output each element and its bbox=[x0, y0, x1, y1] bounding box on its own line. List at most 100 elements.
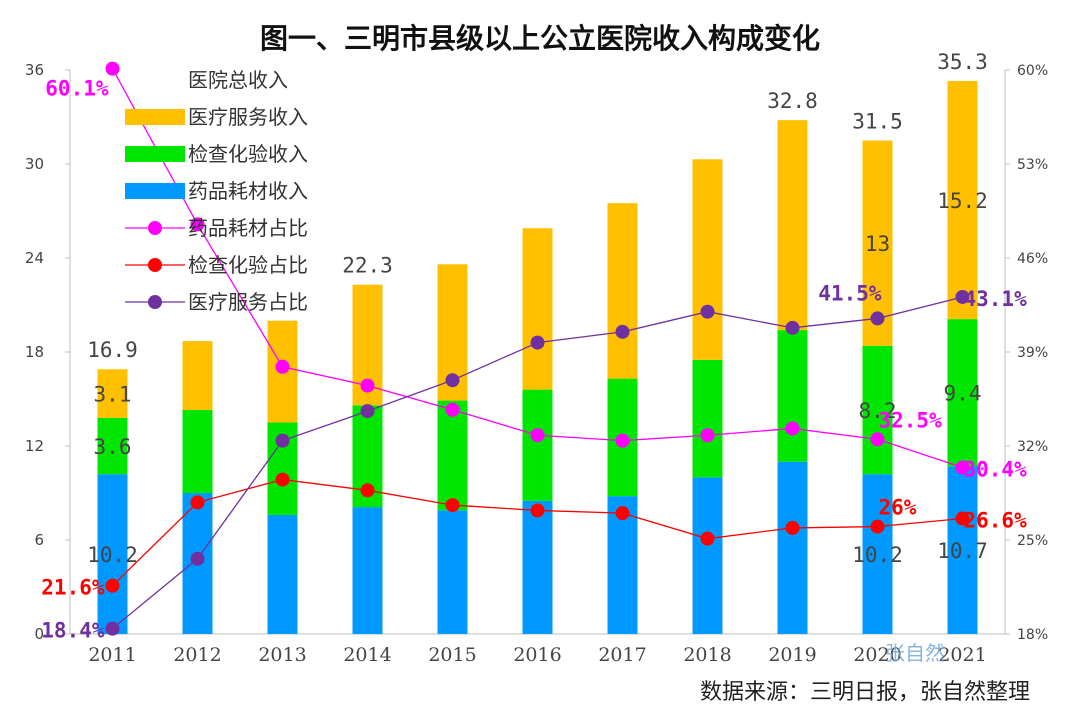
bar-segment bbox=[182, 341, 213, 410]
bar-segment bbox=[607, 203, 638, 379]
line-value-label: 60.1% bbox=[45, 77, 109, 101]
line-marker bbox=[275, 472, 290, 487]
line-marker bbox=[955, 460, 970, 475]
bar-segment bbox=[267, 514, 298, 634]
bar-value-label: 32.8 bbox=[767, 89, 818, 113]
y-tick-label-right: 18% bbox=[1017, 627, 1048, 643]
line-marker bbox=[955, 511, 970, 526]
x-tick-label: 2016 bbox=[513, 644, 561, 666]
bar-segment bbox=[352, 507, 383, 634]
line-marker bbox=[105, 61, 120, 76]
bar-segment bbox=[862, 474, 893, 634]
line-marker bbox=[785, 421, 800, 436]
x-tick-label: 2015 bbox=[428, 644, 476, 666]
line-marker bbox=[530, 503, 545, 518]
line-marker bbox=[105, 578, 120, 593]
legend-marker bbox=[148, 258, 162, 272]
bar-segment bbox=[947, 319, 978, 467]
bar-segment bbox=[97, 474, 128, 634]
y-tick-label-left: 24 bbox=[25, 249, 44, 267]
line-marker bbox=[190, 495, 205, 510]
line-marker bbox=[615, 506, 630, 521]
x-tick-label: 2017 bbox=[598, 644, 646, 666]
y-tick-label-right: 53% bbox=[1017, 157, 1048, 173]
bar-value-label: 22.3 bbox=[342, 254, 393, 278]
x-tick-label: 2014 bbox=[343, 644, 391, 666]
bar-segment bbox=[777, 461, 808, 634]
y-tick-label-right: 60% bbox=[1017, 63, 1048, 79]
bar-value-label: 3.1 bbox=[94, 383, 132, 407]
line-marker bbox=[615, 433, 630, 448]
line-marker bbox=[615, 324, 630, 339]
bar-segment bbox=[522, 500, 553, 634]
bar-segment bbox=[437, 400, 468, 511]
line-marker bbox=[360, 378, 375, 393]
line-marker bbox=[445, 498, 460, 513]
bar-value-label: 13 bbox=[865, 232, 890, 256]
y-tick-label-right: 46% bbox=[1017, 251, 1048, 267]
line-marker bbox=[190, 551, 205, 566]
x-tick-label: 2011 bbox=[88, 644, 136, 666]
bar-segment bbox=[97, 369, 128, 418]
legend-label: 检查化验收入 bbox=[188, 142, 308, 166]
line-marker bbox=[105, 621, 120, 636]
bar-segment bbox=[862, 345, 893, 475]
y-tick-label-left: 18 bbox=[25, 343, 44, 361]
line-marker bbox=[700, 531, 715, 546]
bar-value-label: 10.7 bbox=[937, 539, 988, 563]
bar-segment bbox=[777, 120, 808, 331]
y-tick-label-left: 36 bbox=[25, 61, 44, 79]
bar-segment bbox=[182, 409, 213, 493]
source-note: 数据来源：三明日报，张自然整理 bbox=[700, 680, 1030, 705]
line-marker bbox=[530, 335, 545, 350]
legend-label: 医疗服务收入 bbox=[188, 105, 308, 129]
bar-segment bbox=[522, 389, 553, 501]
line-marker bbox=[445, 402, 460, 417]
axes: 0 6 12 18 24 30 36 18% 25% 32% 39% 46% 53% 60% 2011 201… bbox=[25, 61, 1048, 666]
line-value-label: 21.6% bbox=[41, 576, 105, 600]
bar-segment bbox=[947, 80, 978, 320]
line-marker bbox=[530, 428, 545, 443]
legend-label: 检查化验占比 bbox=[188, 253, 308, 277]
line-marker bbox=[275, 359, 290, 374]
line-marker bbox=[360, 483, 375, 498]
x-tick-label: 2012 bbox=[173, 644, 221, 666]
y-tick-label-right: 25% bbox=[1017, 533, 1048, 549]
legend-swatch bbox=[125, 146, 185, 162]
line-value-label: 26.6% bbox=[964, 509, 1028, 533]
line-marker bbox=[360, 404, 375, 419]
bar-value-label: 15.2 bbox=[937, 189, 988, 213]
data-labels: 10.2 3.6 3.1 16.9 22.3 32.8 31.5 13 8.2 10.2 35.3 1… bbox=[41, 50, 1027, 643]
line-value-label: 43.1% bbox=[964, 287, 1028, 311]
bars bbox=[97, 80, 978, 634]
line-marker bbox=[700, 304, 715, 319]
line-marker bbox=[785, 520, 800, 535]
bar-value-label: 10.2 bbox=[852, 543, 903, 567]
bar-value-label: 31.5 bbox=[852, 110, 903, 134]
line-marker bbox=[275, 433, 290, 448]
bar-segment bbox=[97, 417, 128, 475]
line-marker bbox=[190, 217, 205, 232]
y-tick-label-left: 6 bbox=[34, 531, 44, 549]
line-value-label: 41.5% bbox=[818, 281, 882, 305]
bar-segment bbox=[522, 228, 553, 390]
legend-label: 医院总收入 bbox=[188, 68, 288, 92]
bar-segment bbox=[777, 330, 808, 462]
lines bbox=[105, 61, 970, 636]
x-tick-label: 2018 bbox=[683, 644, 731, 666]
bar-segment bbox=[692, 477, 723, 634]
line-value-label: 18.4% bbox=[41, 619, 105, 643]
chart-title: 图一、三明市县级以上公立医院收入构成变化 bbox=[260, 22, 820, 55]
legend-label: 医疗服务占比 bbox=[188, 290, 308, 314]
y-tick-label-left: 30 bbox=[25, 155, 44, 173]
y-tick-label-left: 12 bbox=[25, 437, 44, 455]
line-marker bbox=[955, 289, 970, 304]
line-value-label: 26% bbox=[879, 496, 917, 520]
legend-marker bbox=[148, 295, 162, 309]
legend-swatch bbox=[125, 109, 185, 125]
line-marker bbox=[700, 428, 715, 443]
x-tick-label: 2020 bbox=[853, 644, 901, 666]
line-marker bbox=[445, 373, 460, 388]
bar-value-label: 10.2 bbox=[87, 543, 138, 567]
